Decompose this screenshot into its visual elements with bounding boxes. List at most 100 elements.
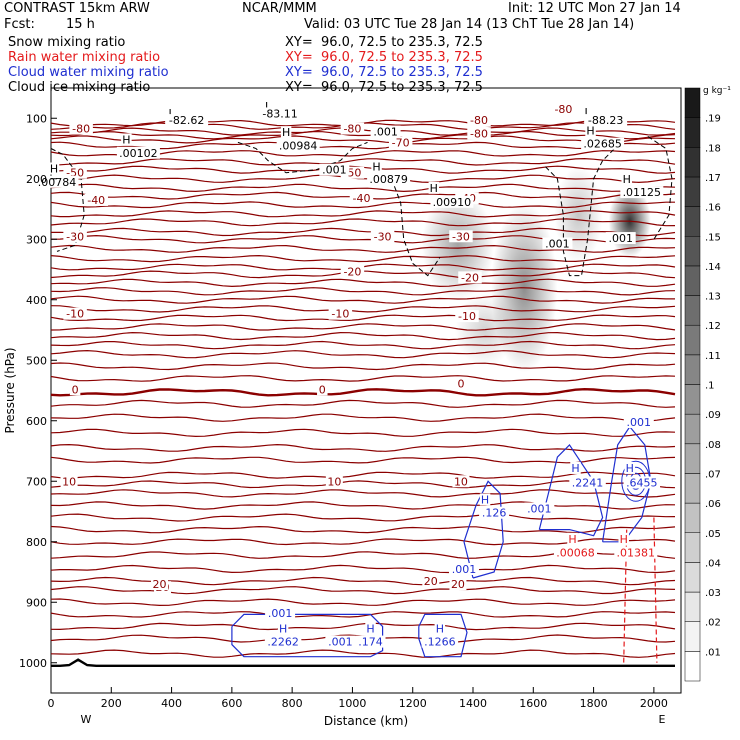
snow-label-bg-11 — [585, 124, 596, 137]
cloud-water-label-bg-15 — [434, 622, 446, 635]
temp-contour-12 — [50, 201, 675, 209]
field-name-cloud-water: Cloud water mixing ratio — [8, 65, 169, 80]
temp-label-bg-16 — [63, 307, 87, 320]
x-tick-label-3: 600 — [221, 697, 242, 710]
y-tick-label-5: 600 — [26, 415, 47, 428]
rain-contour-1 — [653, 517, 658, 663]
temp-contour-44 — [50, 538, 676, 546]
cloud-water-label-0: .001 — [627, 416, 652, 429]
snow-contour-3 — [545, 148, 616, 277]
cloud-water-label-14: .174 — [358, 636, 383, 649]
snow-label-4: L — [584, 106, 591, 119]
temp-contour-30 — [50, 362, 676, 371]
cloud-water-label-5: .001 — [527, 503, 552, 516]
colorbar-label-7: .08 — [705, 440, 721, 451]
colorbar-label-17: .18 — [705, 143, 721, 154]
temp-label-23: 10 — [327, 475, 341, 488]
snow-label-bg-8 — [280, 126, 292, 139]
snow-label-17: .00879 — [369, 173, 408, 186]
temp-label-22: 10 — [62, 475, 76, 488]
rain-label-0: H — [568, 533, 576, 546]
temp-label-bg-26 — [422, 575, 440, 588]
contour-labels: -80-80-80-80-70-80-50-50-40-40-40-30-30-… — [35, 100, 664, 649]
cloud-water-label-13: H — [366, 622, 374, 635]
snow-label-bg-3 — [258, 107, 302, 120]
axes: 0 200 400 600 800 1000 1200 1400 1600 1800 2000100… — [3, 112, 668, 728]
y-tick-label-8: 900 — [26, 596, 47, 609]
colorbar-label-11: .12 — [705, 321, 721, 332]
snow-label-bg-16 — [371, 160, 382, 173]
snow-label-bg-20 — [621, 172, 632, 185]
temp-label-bg-20 — [317, 383, 328, 396]
colorbar-label-4: .05 — [705, 529, 721, 540]
snow-label-23: .001 — [608, 232, 633, 245]
temp-contour-27 — [50, 331, 676, 341]
colorbar-cell-13 — [684, 265, 701, 296]
temp-contour-51 — [50, 622, 676, 631]
temp-contour-38 — [50, 471, 676, 479]
snow-label-bg-15 — [319, 163, 350, 176]
fcst-value: 15 h — [66, 17, 95, 32]
temp-label-bg-9 — [349, 192, 374, 205]
temp-label-1: -80 — [343, 123, 361, 136]
temp-contour-47 — [50, 576, 676, 586]
temp-label-bg-5 — [467, 127, 491, 140]
rain-label-2: H — [620, 533, 628, 546]
x-tick-label-7: 1400 — [459, 697, 487, 710]
temp-contour-23 — [50, 295, 675, 304]
rain-label-bg-0 — [567, 532, 578, 545]
colorbar-cell-10 — [684, 354, 701, 385]
x-tick-label-9: 1800 — [580, 697, 608, 710]
temp-label-bg-11 — [63, 230, 87, 243]
snow-label-2: L — [265, 100, 272, 113]
temp-contour-46 — [50, 564, 676, 574]
plot-frame — [50, 87, 682, 694]
cloud-water-label-bg-1 — [570, 461, 581, 474]
model-title: CONTRAST 15km ARW — [4, 1, 150, 16]
colorbar-cell-2 — [684, 591, 701, 622]
snow-label-8: H — [282, 126, 290, 139]
cloud-water-label-bg-2 — [569, 476, 606, 489]
snow-label-bg-1 — [165, 114, 209, 127]
snow-label-5: -88.23 — [588, 114, 623, 127]
cloud-water-label-9: .001 — [268, 607, 293, 620]
cloud-water-label-3: H — [626, 462, 634, 475]
colorbar-cell-19 — [684, 87, 701, 118]
temp-label-bg-23 — [325, 475, 343, 488]
temp-label-bg-28 — [151, 578, 169, 591]
y-tick-label-6: 700 — [26, 475, 47, 488]
temp-label-14: -20 — [343, 265, 361, 278]
snow-contours — [50, 135, 673, 277]
temp-label-19: 0 — [72, 383, 79, 396]
temp-label-bg-8 — [84, 193, 108, 206]
temp-label-3: -80 — [554, 103, 572, 116]
temp-label-2: -80 — [470, 114, 488, 127]
cloud-water-label-bg-7 — [479, 506, 510, 519]
colorbar-cell-6 — [684, 473, 701, 504]
cloud-water-label-2: .2241 — [572, 476, 604, 489]
cloud-water-contour-1 — [538, 443, 604, 537]
colorbar-cell-3 — [684, 562, 701, 593]
cloud-water-label-bg-11 — [264, 635, 302, 648]
temp-contour-32 — [50, 387, 676, 397]
colorbar-label-12: .13 — [705, 292, 721, 303]
temp-label-9: -40 — [352, 192, 370, 205]
snow-label-3: -83.11 — [262, 107, 297, 120]
snow-label-bg-21 — [620, 186, 664, 199]
temp-label-bg-12 — [370, 230, 395, 243]
temp-contour-29 — [50, 349, 676, 359]
field-name-rain: Rain water mixing ratio — [8, 50, 161, 65]
colorbar-label-9: .1 — [705, 381, 715, 392]
colorbar-label-14: .15 — [705, 232, 721, 243]
temp-label-15: -20 — [461, 271, 479, 284]
snow-label-11: H — [586, 124, 594, 137]
snow-contour-1 — [237, 141, 368, 174]
temp-label-26: 20 — [424, 575, 438, 588]
snow-label-bg-12 — [581, 137, 625, 150]
snow-label-9: .00984 — [279, 140, 318, 153]
x-tick-label-0: 0 — [48, 697, 55, 710]
temp-label-bg-17 — [328, 307, 353, 320]
temp-contour-17 — [50, 244, 676, 253]
colorbar-cell-1 — [684, 621, 701, 652]
